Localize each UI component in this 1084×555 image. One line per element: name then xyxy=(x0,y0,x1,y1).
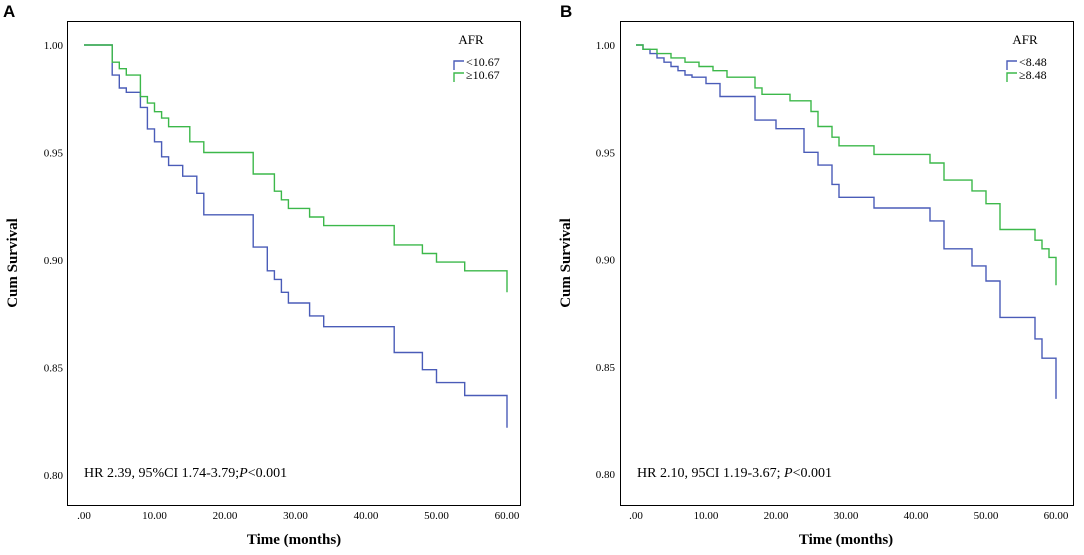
panel-b-y-tick-label: 0.80 xyxy=(596,469,616,481)
panel-a-x-tick-label: 60.00 xyxy=(495,510,520,522)
panel-b-x-tick-label: 40.00 xyxy=(904,510,929,522)
panel-b-y-tick-label: 0.85 xyxy=(596,362,616,374)
panel-b-curve-high xyxy=(636,44,1057,286)
panel-b-x-tick-label: 50.00 xyxy=(974,510,999,522)
panel-b-legend-label-high: ≥8.48 xyxy=(1019,68,1047,82)
panel-a-y-tick-label: 0.95 xyxy=(44,148,64,160)
panel-b-curve-low xyxy=(636,44,1057,399)
panel-b-x-tick-label: 60.00 xyxy=(1044,510,1069,522)
panel-a-hr-annotation: HR 2.39, 95%CI 1.74-3.79;P<0.001 xyxy=(84,466,287,481)
panel-a-x-tick-label: 50.00 xyxy=(424,510,449,522)
panel-b-y-tick-label: 0.90 xyxy=(596,255,616,267)
panel-a-curve-low xyxy=(84,44,508,428)
panel-b-legend-swatch-high xyxy=(1006,72,1017,82)
panel-b-legend-label-low: <8.48 xyxy=(1019,55,1047,69)
panel-b-legend: AFR <8.48 ≥8.48 xyxy=(1006,32,1047,82)
panel-a-legend-label-low: <10.67 xyxy=(466,55,500,69)
panel-a-ticks: .00 10.00 20.00 30.00 40.00 50.00 60.00 0.80 0.8… xyxy=(44,40,520,522)
panel-a-letter: A xyxy=(3,2,15,21)
panel-a-curve-high xyxy=(84,44,508,293)
panel-a-y-tick-label: 1.00 xyxy=(44,40,64,52)
panel-b-y-tick-label: 0.95 xyxy=(596,147,616,159)
panel-b-hr-p: P xyxy=(783,466,793,481)
panel-b-x-axis-title: Time (months) xyxy=(799,532,893,548)
panel-a-curves xyxy=(84,44,508,428)
panel-b-ticks: .00 10.00 20.00 30.00 40.00 50.00 60.00 0.80 0.8… xyxy=(596,40,1069,522)
panel-a-hr-prefix: HR 2.39, 95%CI 1.74-3.79; xyxy=(84,466,239,481)
panel-b-y-tick-label: 1.00 xyxy=(596,40,616,52)
panel-b-letter: B xyxy=(560,2,572,21)
panel-b-y-axis-title: Cum Survival xyxy=(558,218,574,308)
panel-a-legend: AFR <10.67 ≥10.67 xyxy=(453,32,500,82)
panel-a-hr-suffix: <0.001 xyxy=(248,466,287,481)
panel-a-x-tick-label: 10.00 xyxy=(142,510,167,522)
panel-a-y-axis-title: Cum Survival xyxy=(5,218,21,308)
panel-a-x-tick-label: .00 xyxy=(77,510,91,522)
panel-a-plot-frame xyxy=(67,21,521,506)
panel-a-legend-title: AFR xyxy=(458,32,484,47)
panel-a: A .00 10.00 20.00 30.00 40.00 50.00 60.00 0.80 0… xyxy=(3,2,521,548)
panel-b-curves xyxy=(636,44,1057,399)
panel-a-legend-label-high: ≥10.67 xyxy=(466,68,500,82)
panel-b-legend-title: AFR xyxy=(1012,32,1038,47)
panel-a-y-tick-label: 0.90 xyxy=(44,255,64,267)
panel-a-x-axis-title: Time (months) xyxy=(247,532,341,548)
panel-a-x-tick-label: 40.00 xyxy=(354,510,379,522)
panel-b: B .00 10.00 20.00 30.00 40.00 50.00 60.00 0.80 0… xyxy=(558,2,1074,548)
panel-a-y-tick-label: 0.80 xyxy=(44,470,64,482)
panel-b-x-tick-label: 20.00 xyxy=(764,510,789,522)
panel-b-hr-annotation: HR 2.10, 95CI 1.19-3.67; P<0.001 xyxy=(637,466,832,481)
panel-a-legend-swatch-high xyxy=(453,72,464,82)
panel-a-hr-p: P xyxy=(238,466,248,481)
panel-b-x-tick-label: .00 xyxy=(629,510,643,522)
panel-b-legend-swatch-low xyxy=(1006,60,1017,70)
panel-a-y-tick-label: 0.85 xyxy=(44,363,64,375)
panel-a-x-tick-label: 30.00 xyxy=(283,510,308,522)
panel-b-hr-suffix: <0.001 xyxy=(793,466,832,481)
panel-a-legend-swatch-low xyxy=(453,60,464,70)
panel-a-x-tick-label: 20.00 xyxy=(213,510,238,522)
panel-b-x-tick-label: 10.00 xyxy=(694,510,719,522)
panel-b-x-tick-label: 30.00 xyxy=(834,510,859,522)
panel-b-plot-frame xyxy=(620,21,1074,506)
panel-b-hr-prefix: HR 2.10, 95CI 1.19-3.67; xyxy=(637,466,784,481)
